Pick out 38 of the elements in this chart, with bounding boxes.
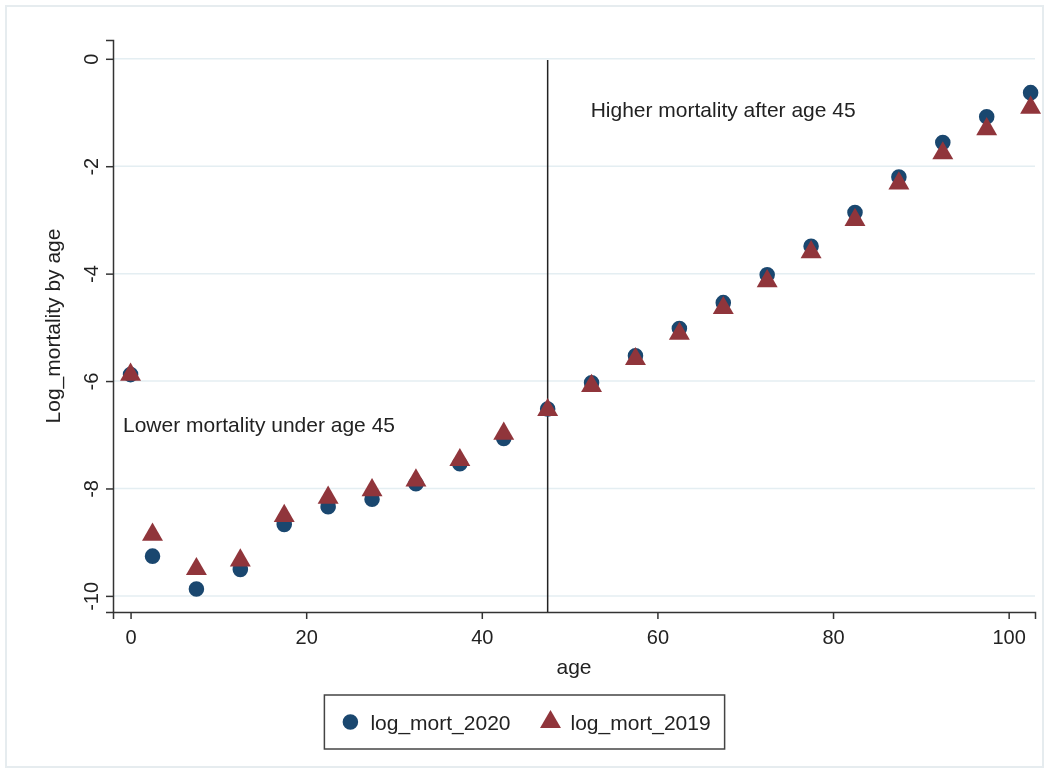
- point: [317, 485, 339, 504]
- y-axis-title: Log_mortality by age: [41, 228, 65, 424]
- point: [120, 362, 142, 381]
- point: [976, 117, 998, 136]
- point: [185, 556, 207, 576]
- annotation: Lower mortality under age 45: [123, 412, 395, 436]
- point: [142, 522, 163, 541]
- legend-label: log_mort_2020: [370, 710, 511, 735]
- point: [188, 581, 205, 597]
- point: [800, 240, 822, 259]
- point: [1020, 95, 1042, 114]
- y-tick-label: -4: [80, 265, 102, 284]
- x-tick-label: 80: [822, 626, 845, 648]
- y-tick-label: -2: [80, 157, 102, 176]
- x-tick-label: 60: [646, 626, 670, 648]
- x-tick-label: 0: [125, 626, 137, 648]
- y-tick-label: -6: [80, 372, 102, 391]
- point: [756, 269, 778, 288]
- point: [888, 171, 910, 190]
- x-tick-label: 20: [295, 626, 318, 648]
- y-tick-label: -8: [80, 480, 102, 498]
- point: [144, 548, 161, 564]
- point: [229, 548, 251, 567]
- y-tick-label: -10: [80, 581, 102, 611]
- x-tick-label: 40: [471, 626, 494, 648]
- point: [1022, 84, 1039, 101]
- point: [932, 141, 954, 160]
- y-tick-label: 0: [80, 53, 102, 65]
- point: [361, 477, 383, 497]
- point: [449, 447, 471, 467]
- annotation: Higher mortality after age 45: [590, 98, 856, 122]
- legend-label: log_mort_2019: [570, 710, 711, 735]
- point: [405, 468, 427, 487]
- x-axis-title: age: [556, 655, 592, 678]
- point: [493, 421, 515, 440]
- point: [273, 503, 295, 522]
- x-tick-label: 100: [992, 626, 1026, 648]
- point: [844, 207, 866, 226]
